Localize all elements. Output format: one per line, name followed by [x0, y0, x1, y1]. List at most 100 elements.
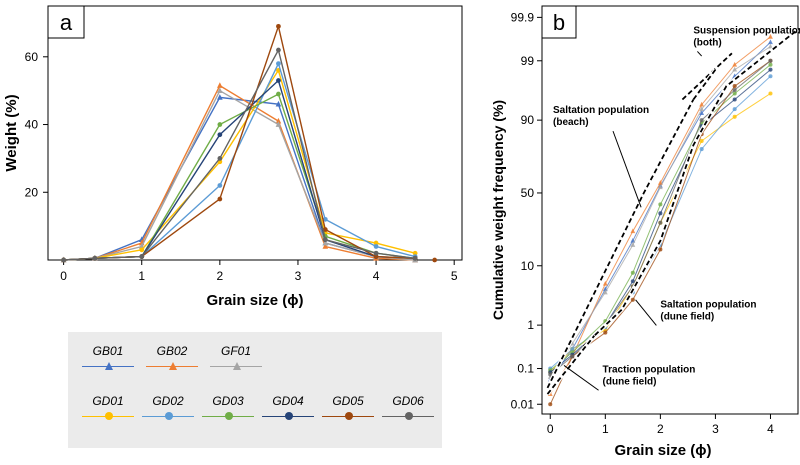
- panel-a-y-tick-label: 40: [25, 118, 39, 132]
- panel-b-point: [732, 97, 737, 102]
- panel-a-series-gd02: [61, 61, 418, 263]
- panel-a-point: [276, 61, 281, 66]
- panel-b-point: [658, 211, 663, 216]
- panel-a-point: [217, 132, 223, 138]
- panel-b-point: [732, 87, 737, 93]
- panel-a-point: [412, 255, 418, 261]
- panel-b-point: [768, 58, 773, 63]
- legend-item-gf01: GF01: [206, 344, 266, 374]
- panel-b-y-tick-label: 0.01: [511, 397, 535, 411]
- panel-a-frame: [47, 5, 463, 261]
- legend-label: GD01: [92, 394, 124, 408]
- panel-a-point: [322, 227, 328, 232]
- legend-circle-marker: [105, 412, 113, 420]
- panel-b-annotation-pointer: [697, 51, 703, 57]
- panel-a-line: [63, 84, 416, 261]
- panel-a-point: [373, 250, 379, 256]
- panel-b-x-tick-label: 4: [767, 422, 774, 436]
- panel-b-point: [699, 138, 704, 143]
- panel-a-x-tick-label: 1: [138, 269, 145, 283]
- legend-circle-marker: [285, 412, 293, 420]
- panel-a-point: [217, 87, 223, 93]
- panel-a-series-gb02: [60, 82, 418, 263]
- panel-b-frame: [541, 5, 799, 415]
- panel-b-x-tick-label: 0: [547, 422, 554, 436]
- panel-a-label-box: [47, 5, 85, 39]
- legend-label: GD05: [332, 394, 364, 408]
- panel-b-point: [630, 279, 635, 284]
- panel-a-line: [63, 68, 416, 261]
- panel-a-line: [63, 79, 416, 261]
- panel-a-point: [217, 122, 223, 127]
- panel-b-fit-traction: [546, 335, 596, 395]
- panel-b-line: [549, 60, 771, 375]
- panel-b-y-tick-label: 90: [521, 113, 535, 127]
- panel-b-line: [549, 60, 771, 405]
- panel-b-annotation: Saltation population(dune field): [635, 299, 756, 326]
- panel-a-point: [432, 257, 438, 263]
- panel-b-x-tick-label: 2: [657, 422, 664, 436]
- panel-b-point: [699, 106, 705, 112]
- panel-b-y-tick-label: 99.9: [511, 10, 535, 24]
- panel-a-series-gd06: [61, 47, 418, 263]
- panel-a-x-tick-label: 3: [295, 269, 302, 283]
- panel-a-point: [276, 47, 281, 53]
- panel-b-series-gb01: [547, 39, 773, 382]
- panel-b-annotation-text: (dune field): [660, 311, 714, 322]
- panel-a-point: [412, 250, 418, 256]
- panel-b-series-gf01: [547, 43, 773, 379]
- panel-b-point: [768, 67, 773, 72]
- panel-a-x-tick-label: 0: [60, 269, 67, 283]
- panel-a-point: [217, 183, 223, 188]
- panel-a-line: [63, 93, 416, 261]
- panel-b-fit-suspension: [681, 52, 733, 101]
- panel-a-x-tick-label: 2: [217, 269, 224, 283]
- panel-b-point: [732, 66, 738, 72]
- panel-b-x-label: Grain size (ϕ): [614, 442, 711, 459]
- panel-b-annotation-text: Traction population: [603, 364, 696, 375]
- panel-b-y-tick-label: 0.1: [517, 362, 534, 376]
- panel-a-point: [217, 82, 223, 88]
- panel-a-point: [275, 100, 282, 107]
- panel-b-annotation-text: (both): [693, 37, 721, 48]
- panel-b-annotation-pointer: [563, 365, 599, 391]
- panel-b-point: [630, 242, 636, 247]
- panel-a-point: [139, 254, 145, 259]
- legend-triangle-marker: [169, 362, 177, 370]
- panel-b-point: [699, 110, 705, 116]
- panel-b-point: [768, 39, 773, 45]
- panel-a-line: [63, 61, 416, 261]
- panel-b-point: [602, 289, 608, 295]
- legend-item-gd05: GD05: [318, 394, 378, 424]
- panel-b-annotation-pointer: [635, 299, 657, 326]
- panel-a-point: [139, 247, 145, 253]
- panel-b-annotation: Traction population(dune field): [563, 364, 696, 391]
- panel-b-point: [658, 220, 663, 225]
- panel-b-point: [732, 61, 738, 67]
- panel-b-point: [699, 147, 704, 152]
- panel-a-series-gd05: [61, 23, 418, 263]
- panel-b-point: [658, 202, 663, 207]
- panel-b-line: [549, 64, 771, 371]
- legend-circle-marker: [225, 412, 233, 420]
- panel-b-annotation-text: (dune field): [603, 376, 657, 387]
- panel-b-point: [658, 247, 663, 252]
- panel-a-y-tick-label: 60: [25, 50, 39, 64]
- panel-b-annotation-text: Saltation population: [660, 299, 756, 310]
- panel-b-point: [603, 330, 608, 335]
- panel-b-series-gd03: [548, 62, 773, 373]
- panel-a-line: [63, 48, 416, 261]
- legend-circle-marker: [345, 412, 353, 420]
- panel-b-point: [732, 107, 737, 112]
- panel-b-point: [548, 402, 553, 407]
- panel-a-point: [92, 255, 98, 261]
- panel-b-label-box: [541, 5, 577, 39]
- legend-item-gd01: GD01: [78, 394, 138, 424]
- legend-label: GF01: [220, 344, 251, 358]
- panel-b-x-tick-label: 1: [602, 422, 609, 436]
- legend-label: GD06: [392, 394, 424, 408]
- legend-triangle-marker: [105, 362, 113, 370]
- panel-b-y-tick-label: 1: [527, 318, 534, 332]
- panel-b-point: [657, 184, 663, 190]
